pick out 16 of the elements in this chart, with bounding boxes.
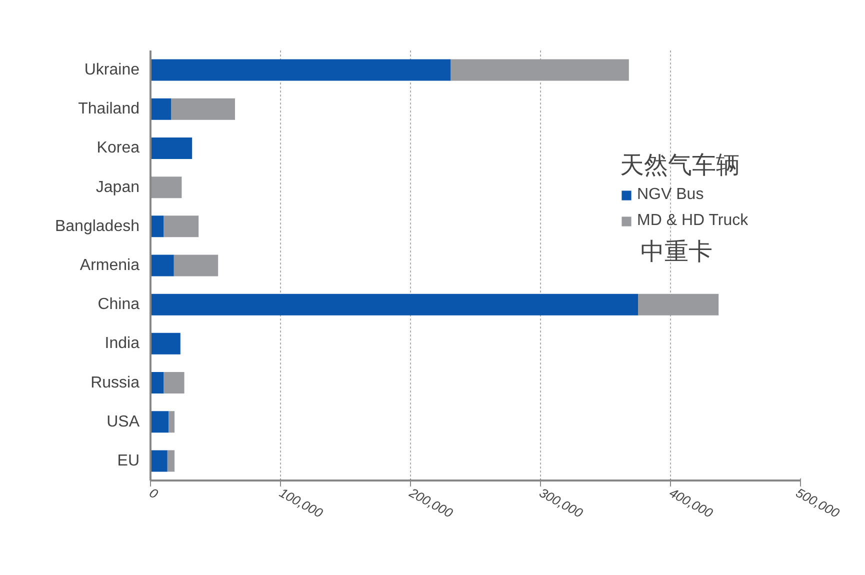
legend-label: MD & HD Truck xyxy=(637,212,748,230)
y-tick-label: Korea xyxy=(96,140,140,157)
y-tick-label: China xyxy=(98,296,140,314)
annotation: 中重卡 xyxy=(640,238,712,266)
y-tick-label: Armenia xyxy=(80,257,140,274)
y-tick-label: USA xyxy=(106,413,140,430)
y-tick-label: EU xyxy=(117,452,140,470)
y-tick-label: Japan xyxy=(96,178,140,196)
y-tick-label: Bangladesh xyxy=(54,218,140,235)
y-tick-label: India xyxy=(104,335,140,352)
y-tick-label: Ukraine xyxy=(84,62,140,79)
y-tick-label: Thailand xyxy=(78,100,140,118)
legend-label: NGV Bus xyxy=(637,186,704,204)
x-tick-label: 0 xyxy=(146,484,162,502)
y-tick-label: Russia xyxy=(90,374,140,392)
legend-title: 天然气车辆 xyxy=(620,150,741,181)
